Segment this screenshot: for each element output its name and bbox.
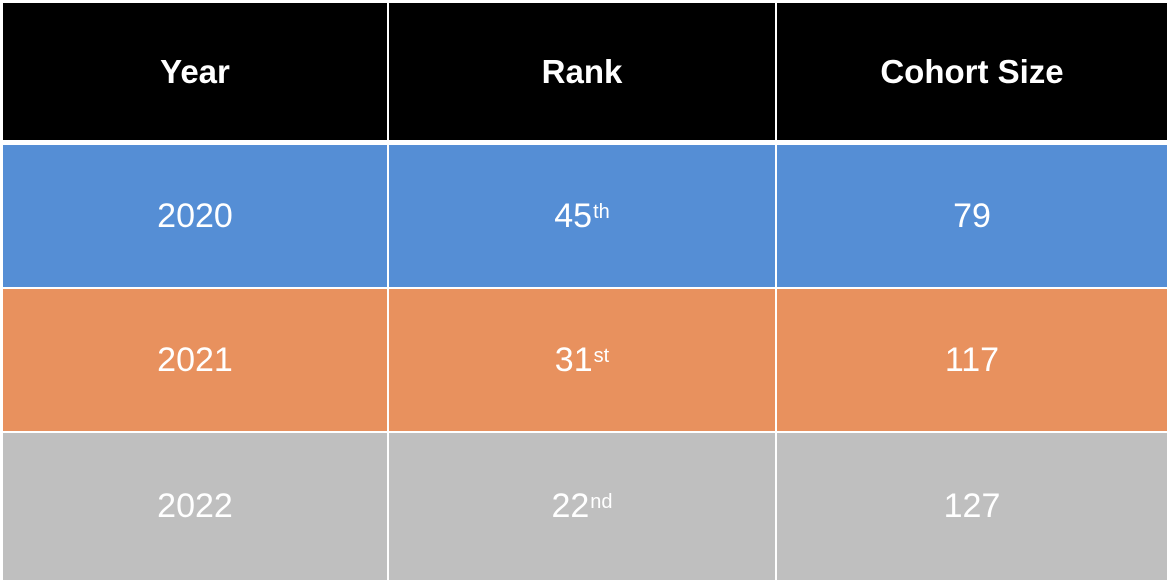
rank-suffix: nd (590, 491, 613, 513)
header-rank: Rank (389, 3, 775, 140)
cell-cohort-2021: 117 (777, 289, 1167, 431)
rank-suffix: th (593, 200, 610, 223)
header-cohort-size: Cohort Size (777, 3, 1167, 140)
cell-year-2020: 2020 (3, 145, 387, 287)
cell-year-2022: 2022 (3, 433, 387, 580)
cell-year-2021: 2021 (3, 289, 387, 431)
rank-value: 31 (554, 340, 593, 379)
header-year: Year (3, 3, 387, 140)
cell-cohort-2020: 79 (777, 145, 1167, 287)
cell-cohort-2022: 127 (777, 433, 1167, 580)
rank-suffix: st (593, 344, 610, 367)
rank-value: 45 (554, 196, 593, 235)
rank-value: 22 (551, 487, 590, 525)
